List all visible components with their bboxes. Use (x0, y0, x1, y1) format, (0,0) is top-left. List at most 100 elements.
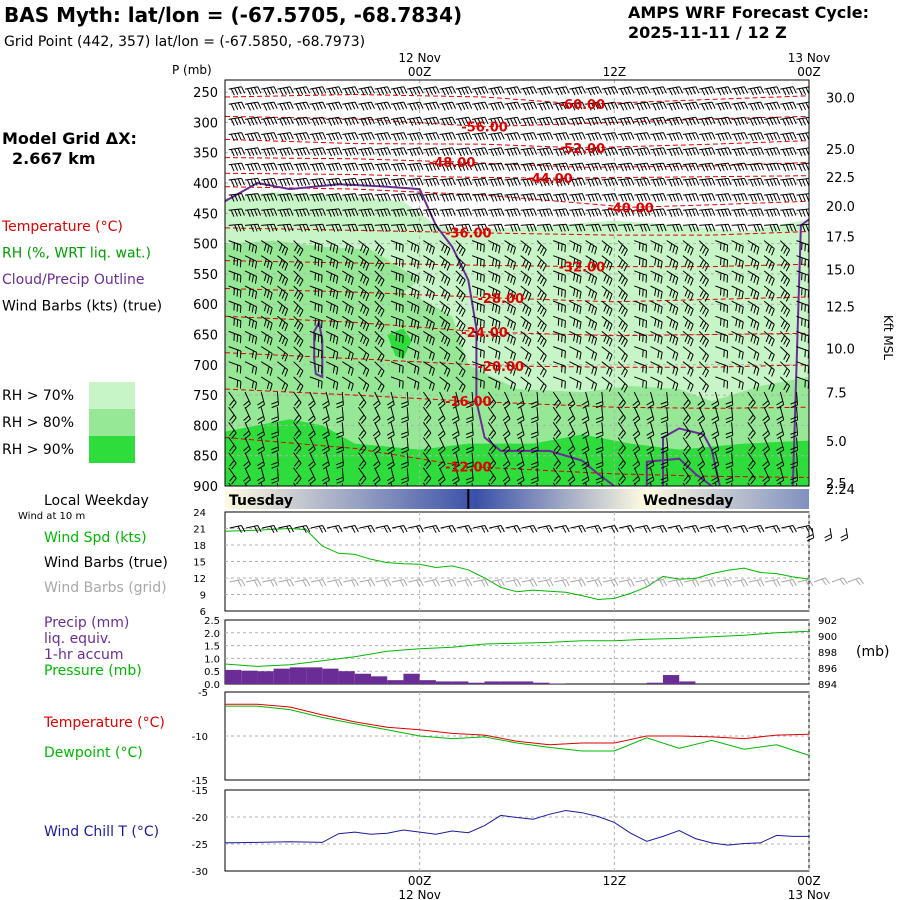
wind-barb (646, 422, 655, 440)
temperature-label: Temperature (°C) (43, 715, 165, 731)
wind-barb (455, 270, 466, 287)
wind-barb (439, 346, 451, 362)
wind-barb (244, 101, 262, 111)
wind-barb (646, 407, 655, 424)
wind-barb (731, 177, 748, 187)
wind-barb (257, 437, 265, 455)
wind-barb (423, 86, 440, 96)
wind-barb (567, 391, 576, 409)
wind-barb (731, 208, 748, 217)
height-tick-label: 7.5 (826, 387, 847, 402)
wind-barb (372, 406, 381, 425)
local-weekday-label: Local Weekday (44, 493, 149, 509)
wind-barb (439, 270, 451, 286)
wind-barb (372, 391, 381, 409)
wind-barb (277, 376, 289, 392)
wind-barb (601, 331, 613, 347)
wind-barb (423, 255, 435, 270)
wind-barb (698, 376, 709, 393)
wind-barb (504, 240, 516, 255)
wind-barb (437, 437, 446, 455)
temperature-contour-line (225, 172, 809, 179)
dewpoint-line (225, 705, 810, 756)
wind-barb (390, 361, 404, 374)
temperature-contour-line (225, 315, 809, 337)
wind-barb (520, 208, 537, 217)
wind-barb (358, 162, 375, 172)
wind-barb (682, 147, 700, 157)
pressure-unit-label: (mb) (856, 644, 889, 660)
wind-barb (437, 467, 446, 485)
wind-barb (472, 86, 489, 96)
wind-barb (372, 452, 381, 470)
wind-barb (595, 452, 604, 469)
wind-barb (451, 452, 460, 470)
wind-barb (731, 86, 749, 96)
wind-barb (228, 406, 237, 424)
wind-barb (682, 208, 700, 217)
wind-barb (553, 162, 570, 172)
surface-wind-barb-true (391, 525, 408, 533)
wind-barb (747, 86, 765, 96)
precip-bar (663, 675, 680, 684)
wind-barb (731, 315, 744, 330)
wind-barb (699, 116, 716, 126)
rh-region (387, 328, 412, 359)
wind-barb (530, 422, 539, 439)
wind-barb (386, 467, 395, 485)
wind-barb (585, 300, 598, 316)
wind-barb (650, 361, 663, 375)
day-left-label: Tuesday (229, 493, 293, 509)
wind-barb (731, 255, 744, 269)
wind-barb (698, 482, 702, 486)
surface-wind-barb-true (310, 525, 327, 533)
surface-wind-barb-true (570, 525, 586, 533)
wind-barb (666, 300, 679, 316)
wind-barb (439, 162, 456, 172)
wind-barb (763, 285, 775, 301)
wind-barb (763, 361, 775, 377)
wind-barb (747, 300, 760, 316)
wind-barb (308, 422, 316, 440)
wind-barb (569, 86, 586, 96)
wind-barb (634, 330, 647, 344)
wind-barb (779, 346, 791, 363)
wind-barb (325, 255, 339, 269)
wind-barb (764, 86, 781, 96)
wind-barb (796, 86, 809, 96)
wind-barb (617, 482, 621, 486)
wind-barb (437, 406, 446, 425)
wind-barb (325, 482, 328, 486)
wind-barb (502, 422, 511, 440)
wind-barb (407, 101, 424, 111)
wind-barb (244, 116, 262, 126)
wind-barb (423, 315, 435, 331)
wind-barb (277, 361, 289, 377)
top-date-label: 12 Nov (398, 51, 441, 65)
wind-barb (261, 177, 278, 187)
surface-wind-barb-grid (781, 579, 797, 587)
wind-barb (666, 147, 684, 157)
wind-barb (634, 346, 647, 359)
wind-barb (271, 407, 279, 424)
wind-barb (731, 482, 733, 486)
wind-barb (764, 208, 781, 217)
legend-entry: Temperature (°C) (1, 219, 123, 235)
wind-barb (568, 482, 572, 486)
wind-barb (322, 391, 330, 409)
wind-barb (569, 330, 582, 345)
wind-barb (374, 208, 391, 217)
wind-barb (699, 162, 716, 172)
wind-barb (536, 208, 554, 217)
wind-barb (422, 422, 432, 439)
wind-barb (293, 361, 304, 378)
wind-barb (569, 300, 582, 315)
wind-barb (257, 407, 265, 424)
wind-barb (358, 406, 367, 424)
wind-barb (487, 422, 497, 439)
wind-barb (336, 391, 344, 409)
wind-barb (796, 208, 809, 217)
precip-tick-label: 0.5 (204, 667, 220, 678)
wind-barb (407, 147, 424, 157)
wind-barb (374, 240, 385, 257)
